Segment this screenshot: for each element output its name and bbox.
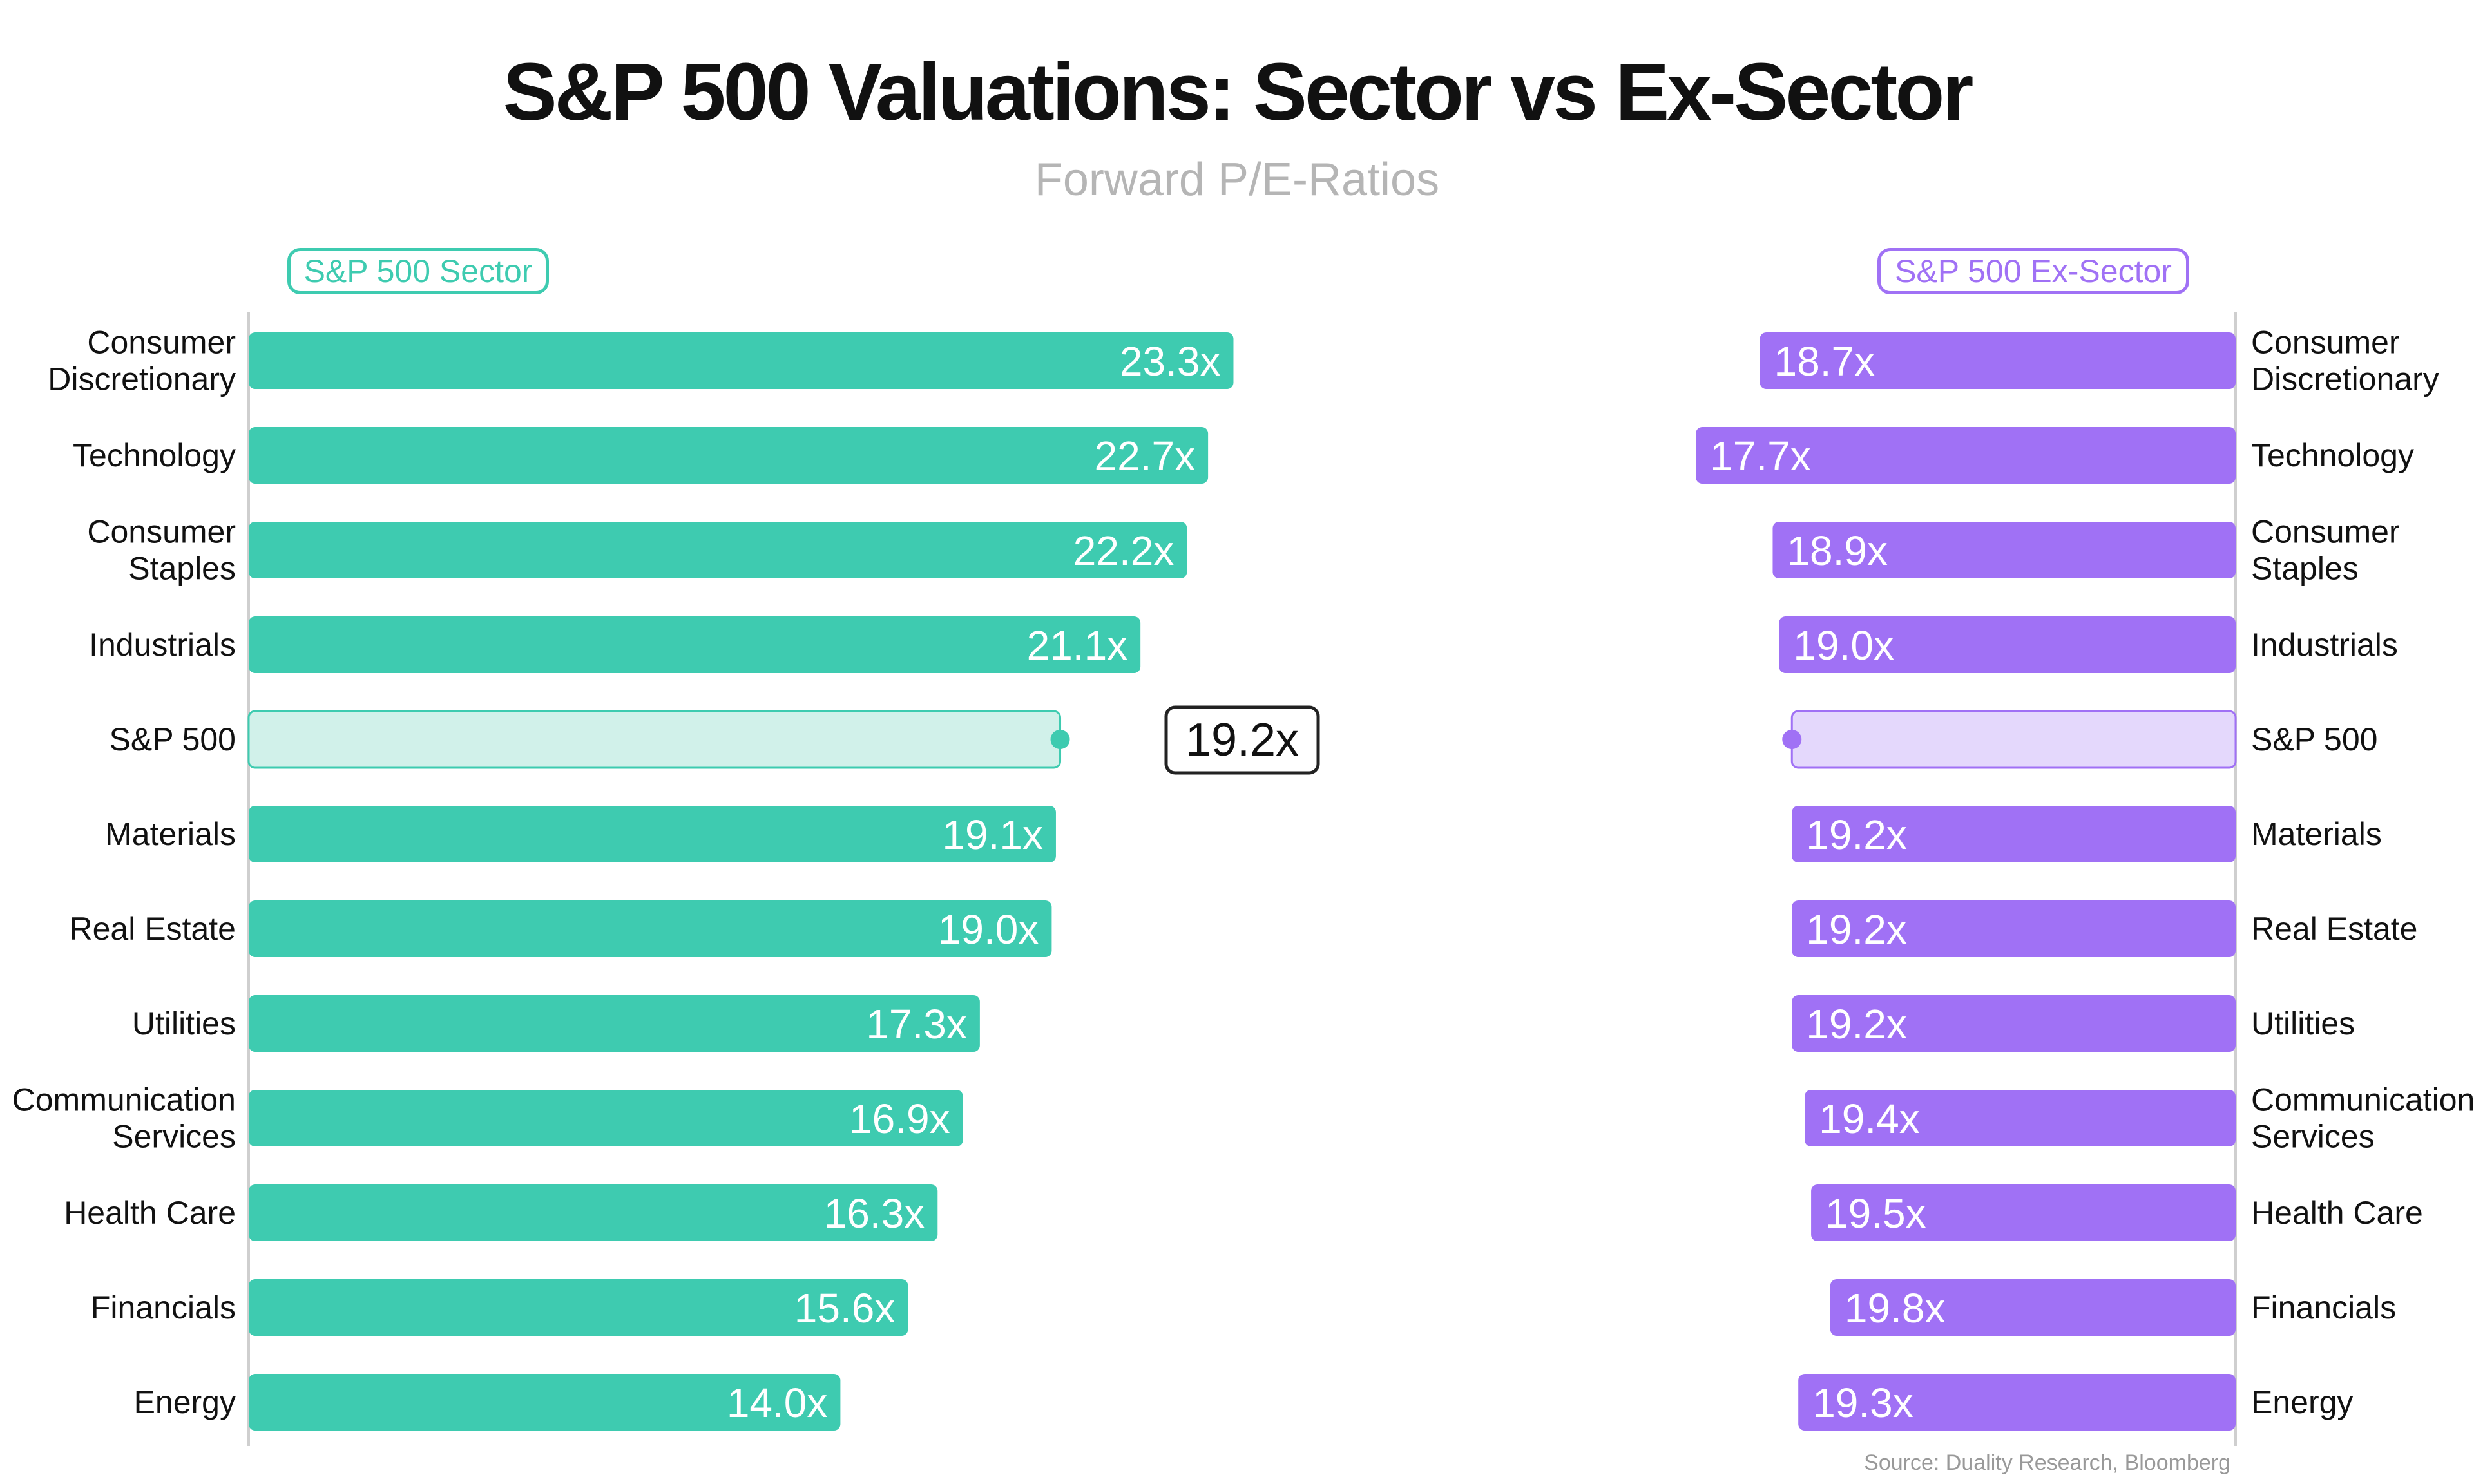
category-label-right: Industrials: [2251, 627, 2398, 663]
sector-bar: [249, 332, 1234, 389]
category-label-right: Discretionary: [2251, 361, 2439, 397]
source-note: Source: Duality Research, Bloomberg: [1864, 1451, 2230, 1475]
ex-sector-bar-label: 19.5x: [1825, 1190, 1926, 1237]
sector-bar-benchmark: [247, 710, 1062, 769]
category-label-left: Discretionary: [48, 361, 236, 397]
sector-bar: [249, 522, 1187, 578]
sector-bar-label: 19.1x: [942, 812, 1043, 858]
ex-sector-bar: [1792, 806, 2236, 862]
ex-sector-bar: [1792, 995, 2236, 1052]
ex-sector-bar: [1779, 616, 2236, 673]
ex-sector-bar: [1792, 900, 2236, 957]
chart-subtitle: Forward P/E-Ratios: [1034, 154, 1440, 205]
sector-bar: [249, 1184, 938, 1241]
ex-sector-bar: [1760, 332, 2236, 389]
sector-bar-label: 17.3x: [866, 1001, 967, 1047]
category-label-right: Technology: [2251, 437, 2414, 473]
category-label-left: Health Care: [64, 1195, 236, 1231]
sector-bar: [249, 995, 980, 1052]
category-label-right: Communication: [2251, 1082, 2474, 1118]
category-label-right: Staples: [2251, 551, 2359, 587]
sector-bar-label: 14.0x: [727, 1380, 828, 1426]
category-label-right: S&P 500: [2251, 721, 2377, 757]
ex-sector-bar-label: 17.7x: [1710, 433, 1811, 479]
sector-benchmark-dot: [1050, 730, 1070, 749]
sector-bar: [249, 1279, 908, 1336]
sector-bar-label: 22.2x: [1073, 528, 1175, 574]
category-label-left: Utilities: [132, 1005, 236, 1042]
ex-sector-bar-label: 19.3x: [1812, 1380, 1913, 1426]
ex-sector-bar-label: 19.8x: [1845, 1285, 1946, 1331]
ex-sector-bar: [1830, 1279, 2236, 1336]
category-label-right: Consumer: [2251, 514, 2400, 550]
ex-sector-bar-label: 18.9x: [1787, 528, 1888, 574]
category-label-left: Industrials: [89, 627, 236, 663]
sector-bar-label: 22.7x: [1095, 433, 1196, 479]
ex-sector-bar-label: 19.2x: [1806, 1001, 1907, 1047]
ex-sector-bar: [1805, 1090, 2236, 1146]
category-label-left: Communication: [12, 1082, 236, 1118]
category-label-right: Consumer: [2251, 325, 2400, 361]
sector-bar: [249, 1374, 841, 1431]
ex-sector-bar-label: 19.2x: [1806, 812, 1907, 858]
category-label-left: Energy: [134, 1384, 236, 1420]
ex-sector-bar: [1798, 1374, 2236, 1431]
category-label-left: Consumer: [87, 325, 236, 361]
category-label-right: Materials: [2251, 816, 2382, 852]
chart-title: S&P 500 Valuations: Sector vs Ex-Sector: [503, 46, 1974, 137]
sector-bar-label: 23.3x: [1120, 338, 1221, 385]
category-label-left: Services: [112, 1119, 236, 1155]
ex-sector-bar-label: 18.7x: [1774, 338, 1875, 385]
sector-bar-label: 19.0x: [938, 906, 1039, 953]
benchmark-callout-box: [1164, 705, 1320, 775]
category-label-left: Materials: [105, 816, 236, 852]
ex-sector-bar: [1696, 427, 2236, 484]
benchmark-callout-label: 19.2x: [1185, 714, 1299, 766]
ex-sector-bar: [1772, 522, 2236, 578]
sector-bar: [249, 1090, 963, 1146]
sector-bar: [249, 616, 1141, 673]
category-label-right: Services: [2251, 1119, 2375, 1155]
ex-sector-benchmark-dot: [1782, 730, 1802, 749]
legend-ex-sector: S&P 500 Ex-Sector: [1877, 248, 2189, 294]
sector-bar-label: 21.1x: [1027, 622, 1128, 669]
category-label-right: Energy: [2251, 1384, 2353, 1420]
category-label-right: Financials: [2251, 1289, 2396, 1326]
ex-sector-bar-label: 19.2x: [1806, 906, 1907, 953]
ex-sector-bar-benchmark: [1790, 710, 2237, 769]
category-label-left: Real Estate: [70, 911, 236, 947]
category-label-left: S&P 500: [110, 721, 236, 757]
category-label-left: Consumer: [87, 514, 236, 550]
ex-sector-bar-label: 19.0x: [1793, 622, 1894, 669]
sector-bar: [249, 900, 1052, 957]
category-label-left: Staples: [128, 551, 236, 587]
category-label-right: Health Care: [2251, 1195, 2423, 1231]
sector-bar-label: 16.3x: [824, 1190, 925, 1237]
ex-sector-bar-label: 19.4x: [1819, 1096, 1920, 1142]
legend-sector: S&P 500 Sector: [287, 248, 549, 294]
category-label-left: Financials: [91, 1289, 236, 1326]
sector-bar: [249, 806, 1056, 862]
category-label-right: Real Estate: [2251, 911, 2417, 947]
ex-sector-bar: [1811, 1184, 2236, 1241]
category-label-left: Technology: [73, 437, 236, 473]
sector-bar: [249, 427, 1209, 484]
category-label-right: Utilities: [2251, 1005, 2355, 1042]
sector-bar-label: 15.6x: [794, 1285, 896, 1331]
sector-bar-label: 16.9x: [849, 1096, 950, 1142]
